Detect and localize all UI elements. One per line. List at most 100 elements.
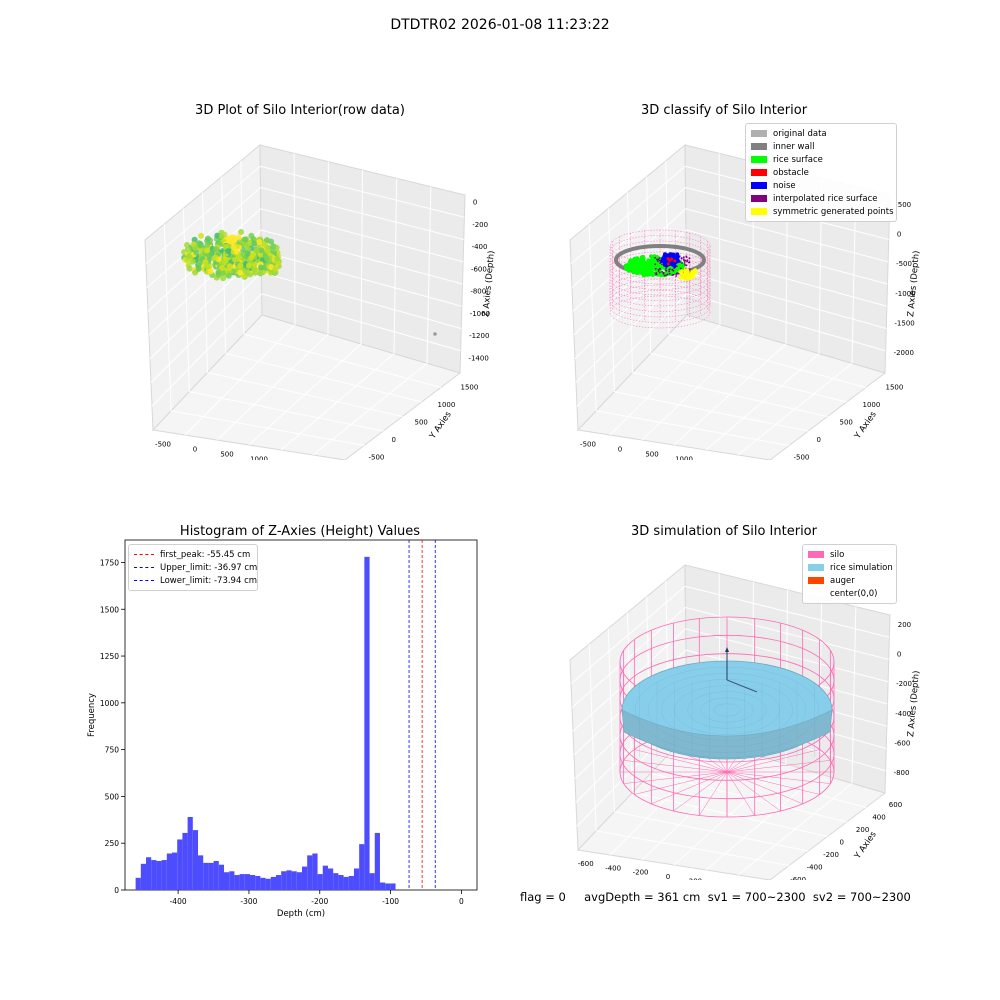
data-point — [244, 250, 251, 257]
legend-item-interpolated: interpolated rice surface — [751, 192, 891, 205]
y-tick-label: 1750 — [100, 558, 119, 567]
histogram-bar — [364, 556, 370, 890]
z-tick-label: 0 — [897, 231, 901, 239]
data-point — [208, 249, 215, 256]
legend-item-inner-wall: inner wall — [751, 140, 891, 153]
gridline — [171, 410, 365, 446]
silo-floor-spoke — [726, 771, 803, 805]
x-tick-label: -400 — [605, 864, 621, 872]
data-point — [226, 263, 233, 270]
histogram-bar — [260, 877, 266, 890]
rice-surface-point — [634, 264, 639, 269]
histogram-bar — [270, 876, 276, 890]
gridline — [686, 250, 888, 307]
legend-label: symmetric generated points — [773, 206, 894, 217]
x-tick-label: -400 — [170, 897, 187, 906]
noise-point — [666, 253, 671, 258]
z-tick-label: -800 — [470, 288, 486, 296]
z-tick-label: -600 — [471, 265, 487, 273]
data-point — [251, 240, 258, 247]
gridline — [685, 607, 889, 660]
interpolated-point — [661, 263, 663, 266]
histogram-bar — [239, 874, 245, 890]
x-tick-label: -300 — [240, 897, 257, 906]
legend-label: auger — [830, 575, 855, 586]
interpolated-point — [688, 268, 691, 271]
histogram-bar — [281, 871, 287, 890]
data-point — [225, 248, 232, 255]
data-point — [258, 247, 265, 254]
z-tick-label: -200 — [472, 221, 488, 229]
interpolated-point — [684, 259, 687, 262]
gridline — [686, 272, 887, 329]
silo-floor-spoke — [623, 771, 728, 784]
interpolated-point — [654, 256, 656, 259]
y-axis-label: Y Axies — [852, 829, 879, 861]
y-tick-label: 1000 — [100, 699, 119, 708]
legend-label: center(0,0) — [830, 588, 878, 599]
outlier-point — [433, 332, 437, 336]
interpolated-point — [681, 262, 683, 264]
data-point — [251, 261, 258, 268]
center-marker — [725, 647, 729, 652]
interpolated-point — [659, 262, 661, 264]
data-point — [207, 268, 214, 275]
legend-label: first_peak: -55.45 cm — [160, 549, 251, 560]
z-tick-label: -1000 — [470, 310, 490, 318]
histogram-bar — [317, 874, 323, 890]
gridline — [260, 208, 464, 263]
x-tick-label: -200 — [633, 869, 649, 877]
y-tick-label: 250 — [105, 839, 120, 848]
gridline — [570, 165, 686, 265]
histogram-bar — [369, 873, 375, 890]
interpolated-point — [657, 258, 660, 261]
y-axis-label: Y Axies — [427, 409, 454, 441]
plot2-legend: original data inner wall rice surface ob… — [745, 123, 897, 222]
data-point — [257, 269, 264, 276]
data-point — [184, 242, 190, 248]
histogram-bar — [379, 882, 386, 890]
data-point — [215, 269, 222, 276]
histogram-bar — [140, 863, 147, 890]
interpolated-point — [668, 270, 671, 273]
histogram-bar — [166, 853, 173, 890]
data-point — [192, 244, 199, 251]
gridline — [145, 165, 261, 265]
plot1-box — [144, 143, 466, 460]
plot4-title: 3D simulation of Silo Interior — [631, 524, 817, 539]
data-point — [191, 236, 198, 243]
data-point — [244, 269, 251, 276]
rice-surface-point — [624, 263, 629, 268]
histogram-bar — [359, 844, 365, 890]
histogram-bar — [291, 871, 297, 890]
figure-title: DTDTR02 2026-01-08 11:23:22 — [390, 17, 610, 33]
histogram-bar — [198, 855, 204, 890]
gridline — [150, 272, 262, 383]
gridline — [685, 585, 890, 638]
gridline — [146, 187, 261, 288]
z-tick-label: -400 — [895, 710, 911, 718]
classified-points — [609, 229, 711, 329]
legend-label: rice surface — [773, 154, 823, 165]
interpolated-point — [658, 257, 661, 259]
gridline — [261, 250, 463, 307]
z-tick-label: 0 — [897, 651, 901, 659]
z-tick-label: 0 — [473, 199, 477, 207]
data-point — [203, 262, 210, 269]
data-point — [273, 256, 280, 263]
rice-surface-point — [647, 272, 652, 277]
data-point — [198, 232, 205, 239]
histogram-bar — [312, 853, 318, 890]
rice-surface-point — [627, 268, 632, 272]
z-tick-label: -200 — [896, 680, 912, 688]
gridline — [260, 165, 465, 218]
rice-surface-point — [649, 254, 654, 259]
legend-item-upper-limit: Upper_limit: -36.97 cm — [134, 561, 257, 574]
silo-floor-spoke — [623, 760, 728, 773]
histogram-bar — [307, 855, 313, 890]
z-tick-label: -600 — [894, 740, 910, 748]
symmetric-point — [693, 270, 698, 275]
histogram-bar — [244, 874, 250, 890]
y-tick-label: 1000 — [438, 401, 456, 409]
y-tick-label: -400 — [807, 863, 823, 871]
